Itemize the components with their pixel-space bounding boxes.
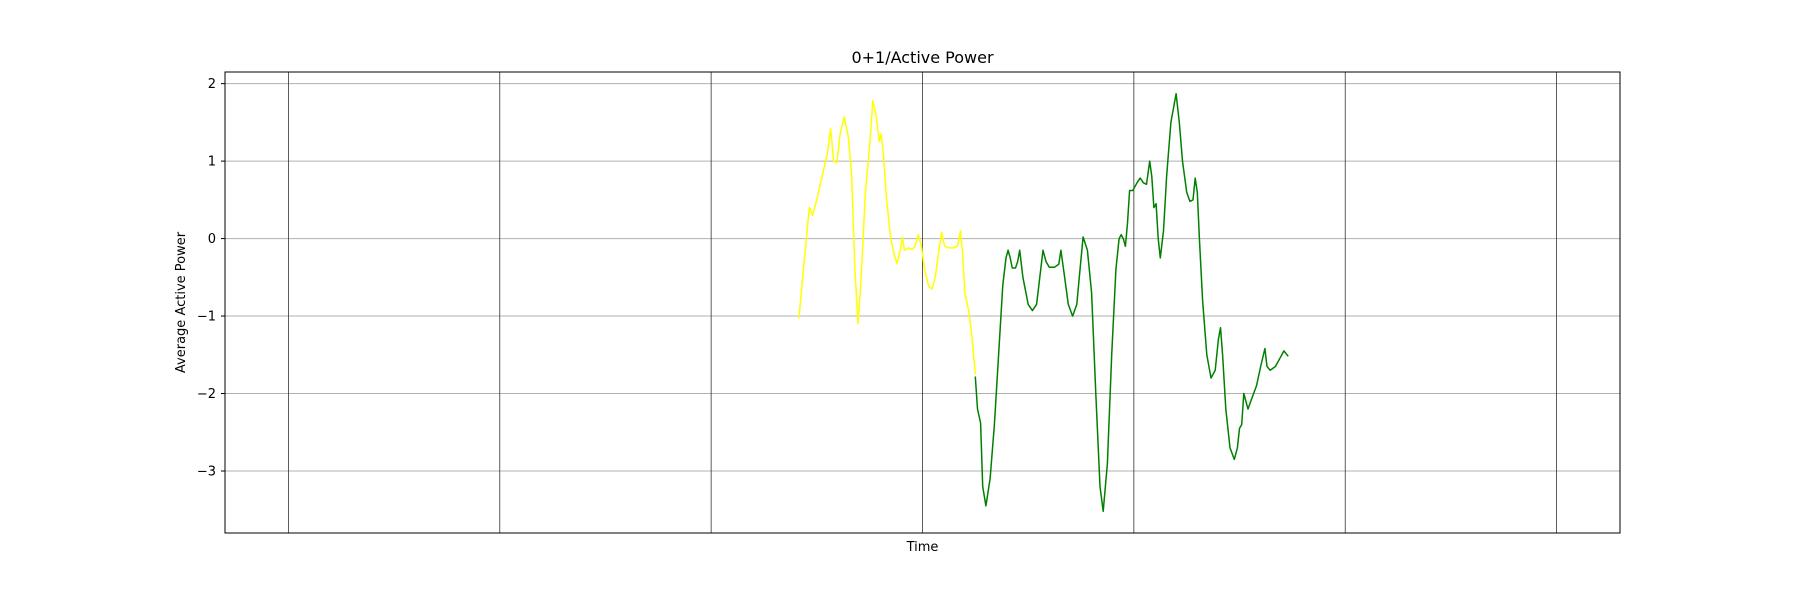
y-tick-label: 2 — [208, 77, 216, 92]
series-line-2 — [974, 92, 1289, 513]
chart-title: 0+1/Active Power — [851, 48, 994, 67]
y-ticks: 2 1 0 −1 −2 −3 — [197, 77, 225, 480]
x-axis-label: Time — [906, 540, 939, 555]
y-tick-label: 1 — [208, 155, 216, 170]
y-tick-label: −2 — [197, 387, 216, 402]
grid — [225, 72, 1620, 533]
series-line-1 — [798, 99, 977, 375]
plot-frame — [224, 71, 1621, 534]
y-tick-label: −3 — [197, 465, 216, 480]
y-axis-label: Average Active Power — [174, 231, 189, 373]
y-tick-label: 0 — [208, 232, 216, 247]
y-tick-label: −1 — [197, 310, 216, 325]
series-layer — [798, 92, 1289, 513]
